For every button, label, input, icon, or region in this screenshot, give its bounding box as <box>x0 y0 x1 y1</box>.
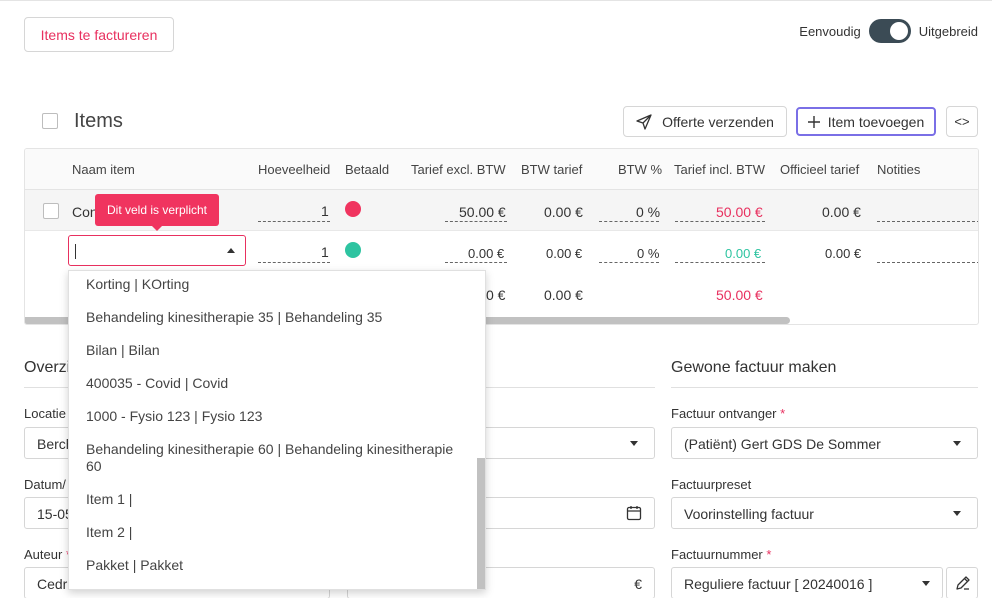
row-price-incl[interactable]: 50.00 € <box>716 204 763 220</box>
calendar-icon[interactable] <box>626 505 642 521</box>
chevron-down-icon <box>953 441 961 446</box>
paid-status-dot[interactable] <box>345 201 361 217</box>
col-price-incl: Tarief incl. BTW <box>674 162 766 177</box>
notes-underline[interactable] <box>877 221 978 222</box>
add-item-label: Item toevoegen <box>827 113 925 130</box>
dropdown-scrollbar[interactable] <box>477 458 485 589</box>
send-quote-button[interactable]: Offerte verzenden <box>623 106 787 137</box>
select-all-checkbox[interactable] <box>42 113 58 129</box>
preset-label: Factuurpreset <box>671 477 752 492</box>
send-quote-label: Offerte verzenden <box>662 113 774 130</box>
text-cursor <box>75 244 76 259</box>
preset-value: Voorinstelling factuur <box>684 506 814 522</box>
code-icon: <> <box>954 114 970 129</box>
mode-toggle-group: Eenvoudig Uitgebreid <box>799 19 978 43</box>
row-price-incl[interactable]: 0.00 € <box>725 246 762 261</box>
dropdown-option[interactable]: Bilan | Bilan <box>86 342 160 358</box>
col-paid: Betaald <box>345 162 390 177</box>
row-official: 0.00 € <box>825 246 862 261</box>
item-name-combobox[interactable] <box>68 235 246 266</box>
chevron-down-icon <box>630 441 638 446</box>
total-vat-rate: 0.00 € <box>544 287 583 303</box>
row-official: 0.00 € <box>822 204 861 220</box>
price-incl-underline <box>675 262 765 263</box>
recipient-select[interactable]: (Patiënt) Gert GDS De Sommer <box>671 427 978 459</box>
required-field-tooltip: Dit veld is verplicht <box>95 194 219 231</box>
invoice-number-label: Factuurnummer * <box>671 547 772 562</box>
regular-invoice-title: Gewone factuur maken <box>671 359 837 376</box>
row-price-excl[interactable]: 50.00 € <box>459 204 506 220</box>
top-divider <box>0 0 992 1</box>
item-options-dropdown: Korting | KOrting Behandeling kinesither… <box>68 270 486 590</box>
location-label: Locatie <box>24 406 66 421</box>
price-excl-underline <box>445 221 507 222</box>
dropdown-option[interactable]: Item 2 | <box>86 524 133 540</box>
price-excl-underline <box>445 262 507 263</box>
col-vat-pct: BTW % <box>618 162 663 177</box>
col-quantity: Hoeveelheid <box>258 162 331 177</box>
overview-title: Overzi <box>24 359 71 376</box>
invoice-number-select[interactable]: Reguliere factuur [ 20240016 ] <box>671 567 943 598</box>
quantity-underline <box>258 262 330 263</box>
items-to-invoice-label: Items te factureren <box>40 26 158 43</box>
dropdown-option[interactable]: 1000 - Fysio 123 | Fysio 123 <box>86 408 263 424</box>
dropdown-option[interactable]: Item 1 | <box>86 491 133 507</box>
code-toggle-button[interactable]: <> <box>946 106 978 137</box>
euro-symbol: € <box>634 576 642 592</box>
chevron-down-icon <box>922 581 930 586</box>
row-quantity[interactable]: 1 <box>321 244 329 260</box>
paid-status-dot[interactable] <box>345 242 361 258</box>
invoice-number-value: Reguliere factuur [ 20240016 ] <box>684 576 873 592</box>
date-label: Datum/ <box>24 477 66 492</box>
row-vat-rate: 0.00 € <box>544 204 583 220</box>
items-to-invoice-button[interactable]: Items te factureren <box>24 17 174 52</box>
col-vat-rate: BTW tarief <box>521 162 583 177</box>
preset-select[interactable]: Voorinstelling factuur <box>671 497 978 529</box>
price-incl-underline <box>675 221 765 222</box>
row-item-name[interactable]: Con <box>72 204 98 220</box>
total-price-incl: 50.00 € <box>716 287 763 303</box>
pencil-icon <box>956 576 970 590</box>
dropdown-option[interactable]: Behandeling kinesitherapie 35 | Behandel… <box>86 309 383 325</box>
table-header: Naam item Hoeveelheid Betaald Tarief exc… <box>25 149 978 190</box>
chevron-up-icon[interactable] <box>227 248 235 253</box>
add-item-button[interactable]: Item toevoegen <box>796 107 936 136</box>
col-notes: Notities <box>877 162 921 177</box>
toggle-knob <box>889 22 908 40</box>
recipient-value: (Patiënt) Gert GDS De Sommer <box>684 436 881 452</box>
row-vat-pct[interactable]: 0 % <box>636 204 661 220</box>
col-official: Officieel tarief <box>780 162 860 177</box>
row-price-excl[interactable]: 0.00 € <box>468 246 505 261</box>
author-label: Auteur * <box>24 547 71 562</box>
col-name: Naam item <box>72 162 135 177</box>
row-vat-pct[interactable]: 0 % <box>637 246 660 261</box>
vat-pct-underline <box>599 262 659 263</box>
toggle-simple-label: Eenvoudig <box>799 23 861 39</box>
edit-invoice-number-button[interactable] <box>946 567 978 598</box>
vat-pct-underline <box>599 221 659 222</box>
col-price-excl: Tarief excl. BTW <box>411 162 506 177</box>
dropdown-option[interactable]: Korting | KOrting <box>86 276 190 292</box>
recipient-label: Factuur ontvanger * <box>671 406 786 421</box>
author-value: Cedri <box>37 576 71 592</box>
location-value: Berch <box>37 436 74 452</box>
chevron-down-icon <box>953 511 961 516</box>
total-price-excl: 0 € <box>486 287 506 303</box>
toggle-extended-label: Uitgebreid <box>918 23 978 39</box>
mode-toggle[interactable] <box>868 19 911 43</box>
dropdown-option[interactable]: Behandeling kinesitherapie 60 | Behandel… <box>86 441 454 474</box>
dropdown-option[interactable]: Pakket | Pakket <box>86 557 184 573</box>
dropdown-option[interactable]: 400035 - Covid | Covid <box>86 375 229 391</box>
plus-icon <box>807 115 820 128</box>
notes-underline[interactable] <box>877 262 978 263</box>
quantity-underline <box>258 221 330 222</box>
paper-plane-icon <box>636 113 652 130</box>
items-title: Items <box>74 110 123 132</box>
row-quantity[interactable]: 1 <box>321 203 329 219</box>
row-divider <box>25 230 978 231</box>
date-value: 15-05 <box>37 506 73 522</box>
regular-invoice-divider <box>671 387 978 388</box>
row-checkbox[interactable] <box>43 203 59 219</box>
row-vat-rate: 0.00 € <box>546 246 583 261</box>
